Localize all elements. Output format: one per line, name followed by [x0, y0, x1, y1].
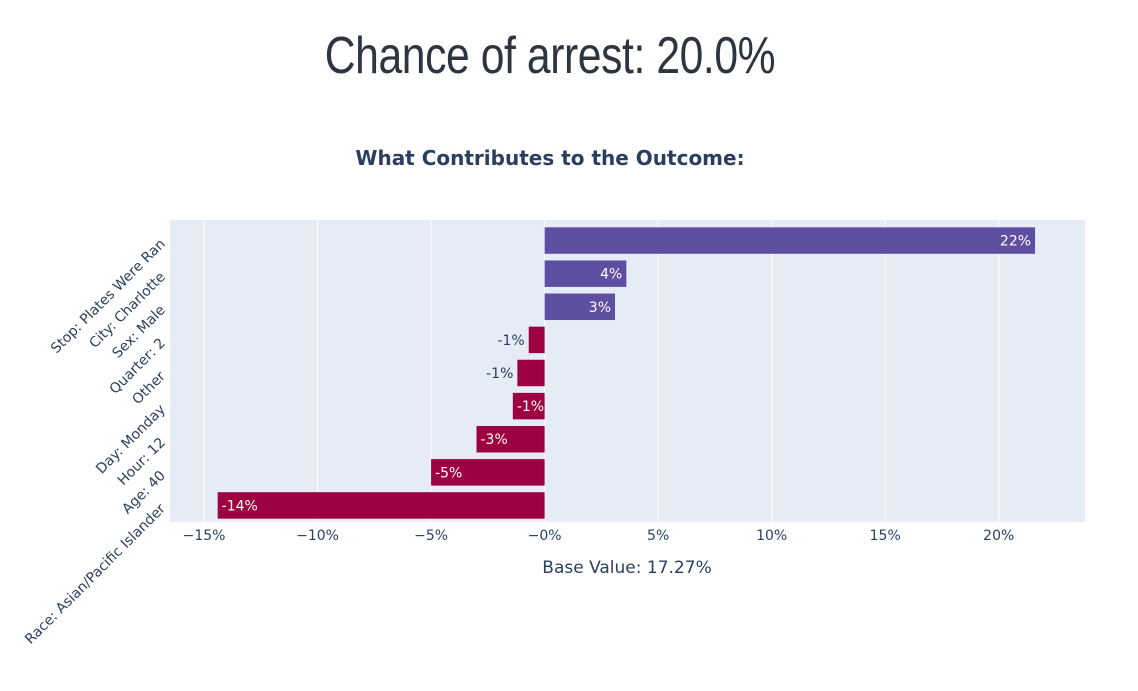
plot-background	[170, 220, 1085, 522]
bars: 22% 4% 3% -1% -1% -1% -3% -5% -14%	[217, 227, 1036, 519]
x-tick-label: −5%	[414, 528, 448, 544]
x-tick-label: 10%	[756, 528, 787, 544]
data-label: -1%	[517, 399, 544, 415]
data-label: 22%	[1000, 234, 1031, 250]
data-label: -1%	[497, 333, 524, 349]
data-label: 4%	[600, 267, 622, 283]
bar	[544, 227, 1036, 254]
data-label: -5%	[435, 465, 462, 481]
x-tick-label: 5%	[647, 528, 669, 544]
x-tick-label: −15%	[183, 528, 226, 544]
chart-title: What Contributes to the Outcome:	[355, 146, 745, 170]
bar	[476, 425, 545, 453]
bar	[517, 359, 545, 387]
x-axis-label: Base Value: 17.27%	[542, 558, 711, 578]
x-tick-label: 20%	[983, 528, 1014, 544]
bar	[217, 492, 545, 519]
x-tick-label: 15%	[870, 528, 901, 544]
bar	[431, 459, 545, 486]
data-label: -1%	[486, 366, 513, 382]
y-tick-label: Race: Asian/Pacific Islander	[22, 501, 169, 648]
page-title: Chance of arrest: 20.0%	[324, 27, 776, 85]
bar	[512, 392, 545, 420]
data-label: 3%	[589, 300, 611, 316]
data-label: -3%	[481, 432, 508, 448]
x-tick-label: −0%	[528, 528, 562, 544]
x-tick-labels: −15% −10% −5% −0% 5% 10% 15% 20%	[183, 528, 1015, 544]
x-tick-label: −10%	[296, 528, 339, 544]
bar	[544, 260, 627, 287]
bar	[544, 293, 616, 321]
bar	[528, 326, 545, 354]
data-label: -14%	[222, 498, 258, 514]
